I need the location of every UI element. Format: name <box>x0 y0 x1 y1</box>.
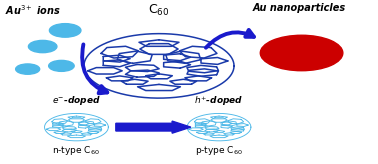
Text: n-type C$_{60}$: n-type C$_{60}$ <box>53 144 101 157</box>
Text: $h^{+}$-doped: $h^{+}$-doped <box>194 94 244 108</box>
Circle shape <box>28 40 57 53</box>
FancyArrow shape <box>116 121 191 133</box>
Text: Au nanoparticles: Au nanoparticles <box>253 3 346 13</box>
Circle shape <box>49 60 74 71</box>
Text: C$_{60}$: C$_{60}$ <box>148 3 170 18</box>
Circle shape <box>50 24 81 37</box>
Circle shape <box>15 64 40 74</box>
FancyArrowPatch shape <box>206 30 254 48</box>
Circle shape <box>260 35 343 71</box>
Text: $e^{-}$-doped: $e^{-}$-doped <box>52 94 101 107</box>
FancyArrowPatch shape <box>82 44 107 93</box>
Text: Au$^{3+}$ ions: Au$^{3+}$ ions <box>5 3 61 17</box>
Text: p-type C$_{60}$: p-type C$_{60}$ <box>195 144 243 157</box>
